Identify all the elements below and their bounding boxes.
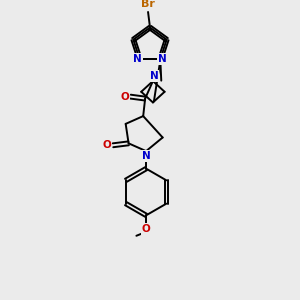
Text: O: O: [120, 92, 129, 102]
Text: Br: Br: [141, 0, 155, 9]
Text: N: N: [149, 71, 158, 81]
Text: O: O: [103, 140, 112, 150]
Text: N: N: [142, 151, 151, 161]
Text: N: N: [134, 54, 142, 64]
Text: N: N: [158, 54, 167, 64]
Text: O: O: [142, 224, 151, 234]
